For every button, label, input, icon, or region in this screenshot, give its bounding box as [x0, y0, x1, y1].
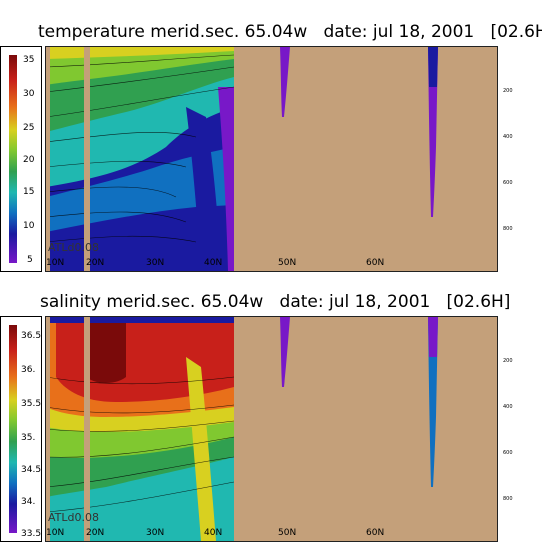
- temperature-depth-tick: 400: [503, 134, 513, 140]
- salinity-title: salinity merid.sec. 65.04w date: jul 18,…: [40, 292, 511, 312]
- temperature-title: temperature merid.sec. 65.04w date: jul …: [38, 22, 542, 42]
- temperature-lat-tick: 40N: [204, 258, 223, 268]
- salinity-lat-tick: 10N: [46, 528, 65, 538]
- salinity-colorbar: 36.5 36. 35.5 35. 34.5 34. 33.5: [0, 316, 42, 542]
- temperature-lat-tick: 20N: [86, 258, 105, 268]
- temperature-lat-tick: 50N: [278, 258, 297, 268]
- temperature-lat-tick: 30N: [146, 258, 165, 268]
- temperature-depth-tick: 600: [503, 180, 513, 186]
- temperature-colorbar-tick: 20: [23, 155, 35, 165]
- salinity-colorbar-tick: 36.: [21, 365, 36, 375]
- temperature-section-plot: [45, 46, 498, 272]
- temperature-colorbar-gradient: [9, 55, 17, 263]
- salinity-colorbar-tick: 34.5: [21, 465, 42, 475]
- salinity-colorbar-tick: 35.: [21, 433, 36, 443]
- salinity-colorbar-tick: 34.: [21, 497, 36, 507]
- temperature-colorbar-tick: 30: [23, 89, 35, 99]
- temperature-lat-tick: 10N: [46, 258, 65, 268]
- salinity-lat-tick: 50N: [278, 528, 297, 538]
- temperature-colorbar-tick: 10: [23, 221, 35, 231]
- temperature-colorbar-tick: 15: [23, 187, 35, 197]
- salinity-colorbar-tick: 33.5: [21, 529, 42, 539]
- temperature-colorbar-tick: 25: [23, 123, 35, 133]
- salinity-model-label: ATLd0.08: [48, 511, 99, 524]
- salinity-lat-tick: 60N: [366, 528, 385, 538]
- temperature-depth-tick: 800: [503, 226, 513, 232]
- salinity-depth-tick: 200: [503, 358, 513, 364]
- salinity-lat-tick: 20N: [86, 528, 105, 538]
- salinity-colorbar-gradient: [9, 325, 17, 533]
- temperature-lat-tick: 60N: [366, 258, 385, 268]
- salinity-lat-tick: 30N: [146, 528, 165, 538]
- temperature-model-label: ATLd0.08: [48, 241, 99, 254]
- salinity-section-plot: [45, 316, 498, 542]
- salinity-colorbar-tick: 35.5: [21, 399, 42, 409]
- temperature-colorbar-tick: 5: [27, 255, 33, 265]
- temperature-colorbar-tick: 35: [23, 55, 35, 65]
- temperature-depth-tick: 200: [503, 88, 513, 94]
- salinity-depth-tick: 600: [503, 450, 513, 456]
- salinity-depth-tick: 800: [503, 496, 513, 502]
- temperature-colorbar: 35 30 25 20 15 10 5: [0, 46, 42, 272]
- salinity-depth-tick: 400: [503, 404, 513, 410]
- salinity-lat-tick: 40N: [204, 528, 223, 538]
- salinity-colorbar-tick: 36.5: [21, 331, 42, 341]
